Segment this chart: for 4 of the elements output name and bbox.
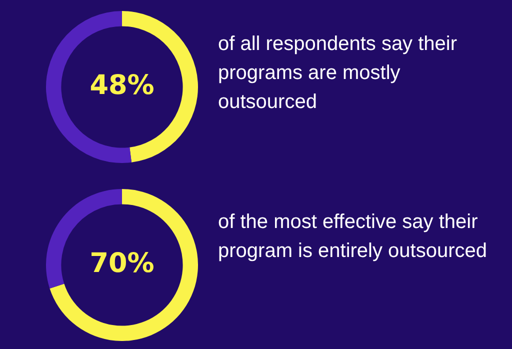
data-label: 70% <box>90 248 154 280</box>
text: of all respondents say their programs are mostly outsourced <box>218 32 458 115</box>
text: of the most effective say their program is entirely outsourced <box>218 210 488 264</box>
data-label: 48% <box>90 70 154 102</box>
